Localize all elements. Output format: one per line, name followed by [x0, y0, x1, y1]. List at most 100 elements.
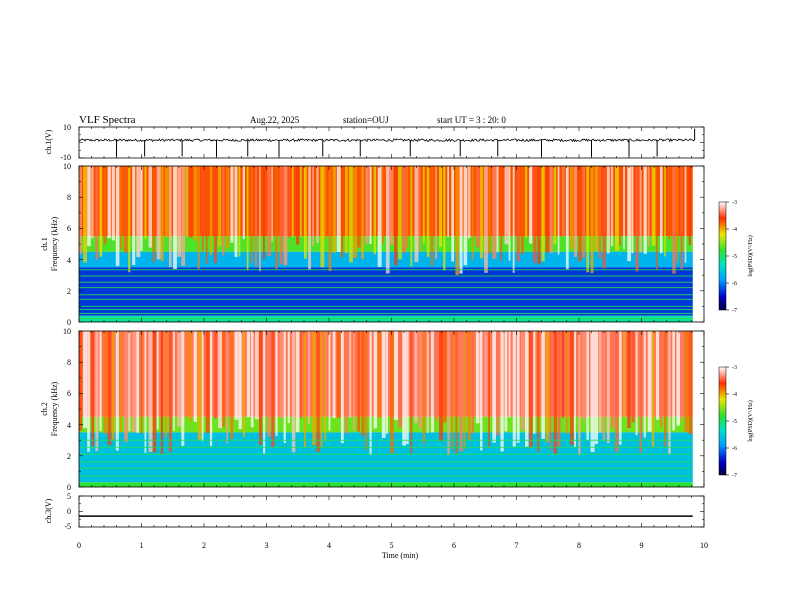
spectrogram-column	[312, 166, 314, 246]
spectrogram-column	[410, 166, 413, 267]
spectrogram-column	[250, 331, 254, 428]
spectrogram-column	[373, 331, 378, 429]
spectrogram-column	[561, 166, 565, 237]
ch1-spec-ytick-0: 0	[67, 318, 71, 327]
x-axis-label: Time (min)	[382, 551, 419, 560]
xtick-2: 2	[202, 541, 206, 550]
ch2-spec-ytick-6: 6	[67, 389, 71, 398]
spectrogram-column	[594, 166, 599, 251]
spectrogram-column	[246, 166, 249, 271]
ch3-ytick-5: 5	[67, 492, 71, 501]
spectrogram-column	[316, 166, 319, 243]
spectrogram-column	[504, 331, 508, 432]
station-label: station=OUJ	[343, 115, 389, 125]
spectrogram-column	[688, 166, 691, 245]
xtick-9: 9	[640, 541, 644, 550]
spectrogram-column	[504, 166, 509, 245]
ch3-ytick-m5: -5	[64, 522, 71, 531]
spectrogram-column	[418, 331, 422, 429]
spectrogram-column	[615, 331, 619, 452]
spectrogram-column	[545, 166, 550, 253]
spectrogram-column	[169, 331, 172, 452]
spectrogram-column	[459, 331, 463, 452]
spectrogram-column	[684, 331, 689, 432]
spectrogram-column	[136, 166, 141, 258]
spectrogram-column	[111, 166, 115, 241]
spectrogram-column	[512, 331, 516, 447]
spectrogram-column	[189, 331, 193, 422]
spectrogram-column	[520, 331, 525, 431]
spectrogram-column	[533, 331, 536, 434]
spectrogram-column	[570, 331, 574, 445]
spectrogram-column	[308, 331, 310, 424]
spectrogram-column	[655, 331, 660, 420]
spectrogram-column	[451, 166, 454, 262]
spectrogram-column	[238, 331, 242, 430]
spectrogram-column	[668, 331, 671, 455]
spectrogram-column	[185, 166, 189, 237]
ch2-cb-tick-m5: -5	[732, 419, 737, 425]
spectrogram-column	[574, 331, 576, 448]
spectrogram-column	[553, 166, 557, 245]
spectrogram-column	[439, 331, 444, 442]
spectrogram-column	[672, 166, 676, 274]
ch1-spec-ytick-6: 6	[67, 224, 71, 233]
spectrogram-column	[398, 331, 403, 428]
spectrogram-column	[79, 331, 83, 431]
spectrogram-column	[185, 331, 188, 419]
spectrogram-column	[304, 166, 307, 259]
spectrogram-column	[631, 166, 634, 254]
spectrogram-column	[643, 166, 647, 254]
spectrogram-column	[87, 166, 91, 247]
spectrogram-column	[152, 166, 155, 262]
spectrogram-column	[586, 331, 589, 441]
spectrogram-column	[398, 166, 402, 260]
spectrogram-column	[549, 166, 553, 254]
spectrogram-column	[226, 331, 229, 444]
spectrogram-column	[320, 166, 325, 268]
ch2-spec-ylabel-channel: ch.2	[40, 402, 49, 416]
spectrogram-column	[623, 166, 625, 250]
spectrogram-column	[455, 166, 459, 275]
spectrogram-column	[447, 331, 450, 456]
spectrogram-column	[492, 166, 497, 259]
spectrogram-column	[561, 331, 565, 418]
xtick-7: 7	[515, 541, 519, 550]
ch3-waveform-ticks	[78, 495, 705, 528]
spectrogram-column	[336, 331, 341, 418]
spectrogram-column	[263, 166, 265, 260]
spectrogram-column	[140, 166, 143, 251]
ch2-colorbar-label: log(PSD)(V²/Hz)	[747, 400, 754, 441]
spectrogram-column	[565, 331, 569, 435]
spectrogram-column	[496, 331, 500, 436]
spectrogram-column	[242, 331, 245, 437]
spectrogram-column	[279, 331, 284, 419]
spectrogram-column	[439, 166, 442, 247]
spectrogram-column	[676, 331, 680, 426]
spectrogram-column	[222, 331, 226, 428]
spectrogram-column	[422, 331, 426, 444]
ch3-ytick-0: 0	[67, 507, 71, 516]
ch2-cb-tick-m6: -6	[732, 446, 737, 452]
spectrogram-column	[529, 166, 533, 244]
spectrogram-column	[619, 166, 621, 246]
spectrogram-column	[177, 166, 181, 257]
spectrogram-column	[226, 166, 230, 248]
ch2-spec-ytick-4: 4	[67, 421, 71, 430]
spectrogram-column	[144, 166, 147, 240]
spectrogram-column	[684, 166, 687, 263]
spectrogram-column	[230, 166, 234, 243]
ch2-cb-tick-m3: -3	[732, 365, 737, 371]
spectrogram-column	[287, 166, 291, 238]
spectrogram-column	[181, 166, 186, 266]
spectrogram-column	[250, 166, 253, 263]
spectrogram-column	[410, 331, 413, 454]
spectrogram-column	[340, 166, 344, 258]
spectrogram-column	[189, 166, 193, 238]
ch2-spec-ytick-8: 8	[67, 358, 71, 367]
spectrogram-column	[541, 331, 545, 439]
xtick-4: 4	[327, 541, 331, 550]
spectrogram-column	[381, 331, 386, 438]
spectrogram-column	[467, 331, 471, 441]
spectrogram-column	[205, 166, 208, 264]
